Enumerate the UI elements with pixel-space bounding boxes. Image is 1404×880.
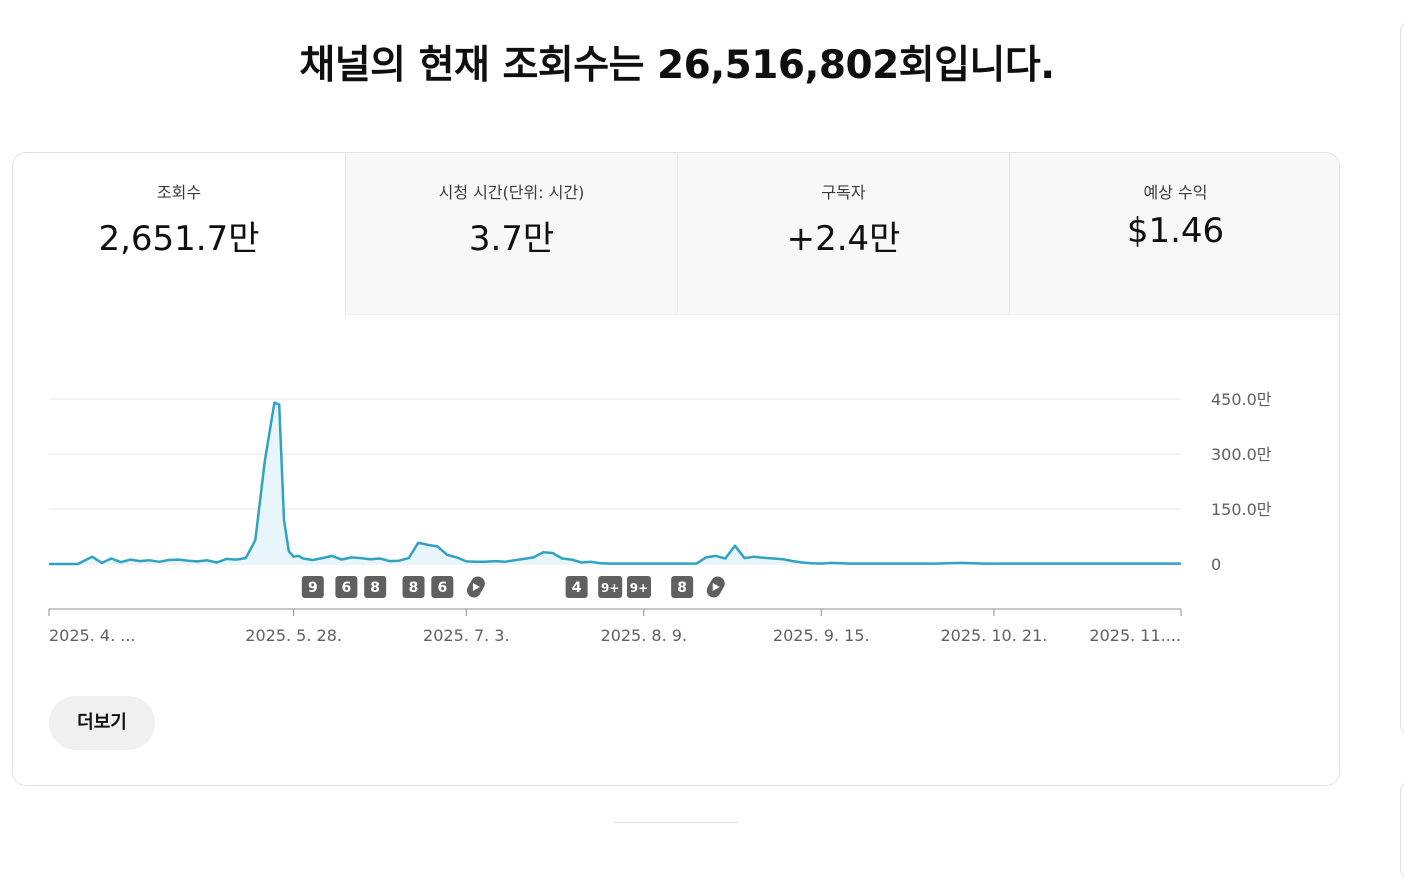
- tab-subscribers[interactable]: 구독자 +2.4만: [677, 153, 1009, 315]
- x-tick-label: 2025. 9. 15.: [773, 626, 870, 645]
- y-tick-label: 0: [1211, 555, 1221, 574]
- side-panel-card: [1400, 20, 1404, 736]
- x-tick-label: 2025. 8. 9.: [601, 626, 688, 645]
- views-line-chart: 450.0만 300.0만 150.0만 0 2025. 4. ... 2025. 5. …: [48, 390, 1272, 645]
- tab-subscribers-value: +2.4만: [786, 219, 901, 259]
- upload-marker-label: 9: [308, 580, 318, 596]
- upload-marker-label: 9+: [630, 581, 648, 595]
- upload-marker-label: 9+: [601, 581, 619, 595]
- upload-marker: [335, 576, 358, 598]
- y-tick-label: 450.0만: [1211, 390, 1272, 409]
- tab-revenue-label: 예상 수익: [1143, 183, 1208, 202]
- upload-marker-label: 6: [437, 580, 447, 596]
- y-tick-label: 150.0만: [1211, 500, 1272, 519]
- divider: [614, 822, 738, 823]
- tab-subscribers-label: 구독자: [821, 183, 866, 202]
- metric-tabs: 조회수 2,651.7만 시청 시간(단위: 시간) 3.7만 구독자 +2.4…: [13, 153, 1339, 315]
- tab-views[interactable]: 조회수 2,651.7만: [13, 153, 345, 315]
- tab-views-label: 조회수: [156, 183, 202, 202]
- upload-marker: [598, 576, 623, 598]
- upload-marker: [626, 576, 651, 598]
- upload-marker: [364, 576, 387, 598]
- y-tick-label: 300.0만: [1211, 445, 1272, 464]
- more-button[interactable]: 더보기: [49, 696, 155, 750]
- series-area: [49, 402, 1181, 564]
- tab-revenue-value: $1.46: [1126, 211, 1225, 251]
- upload-marker: [402, 576, 425, 598]
- x-tick-label: 2025. 5. 28.: [245, 626, 342, 645]
- upload-marker: [671, 576, 694, 598]
- upload-marker-label: 6: [342, 580, 352, 596]
- upload-marker-label: 8: [370, 580, 380, 596]
- tab-revenue[interactable]: 예상 수익 $1.46: [1009, 153, 1339, 315]
- x-tick-label: 2025. 7. 3.: [423, 626, 510, 645]
- tab-watch-time-label: 시청 시간(단위: 시간): [438, 183, 585, 202]
- upload-marker: [431, 576, 454, 598]
- upload-marker: [301, 576, 324, 598]
- series-line: [49, 401, 1181, 566]
- page-headline: 채널의 현재 조회수는 26,516,802회입니다.: [299, 43, 1055, 88]
- x-tick-label: 2025. 10. 21.: [940, 626, 1047, 645]
- upload-marker-label: 4: [572, 580, 582, 596]
- analytics-card: 조회수 2,651.7만 시청 시간(단위: 시간) 3.7만 구독자 +2.4…: [12, 152, 1340, 786]
- upload-marker: [565, 576, 588, 598]
- tab-watch-time-value: 3.7만: [468, 219, 555, 259]
- shorts-icon[interactable]: [704, 574, 727, 600]
- upload-marker-label: 8: [409, 580, 419, 596]
- x-tick-label: 2025. 4. ...: [49, 626, 136, 645]
- upload-marker-label: 8: [677, 580, 687, 596]
- tab-watch-time[interactable]: 시청 시간(단위: 시간) 3.7만: [345, 153, 677, 315]
- side-panel-card-lower: [1400, 780, 1404, 880]
- x-tick-label: 2025. 11....: [1089, 626, 1181, 645]
- shorts-icon[interactable]: [464, 574, 487, 600]
- tab-views-value: 2,651.7만: [98, 219, 260, 259]
